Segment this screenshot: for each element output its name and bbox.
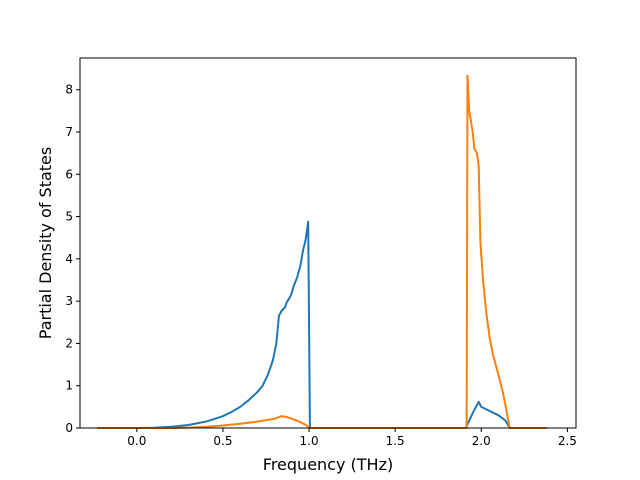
- x-tick-label: 0.0: [127, 434, 146, 448]
- x-tick-label: 0.5: [213, 434, 232, 448]
- y-tick-label: 1: [65, 379, 73, 393]
- y-tick-label: 6: [65, 167, 73, 181]
- x-axis-label: Frequency (THz): [263, 455, 393, 474]
- y-tick-label: 8: [65, 83, 73, 97]
- x-tick-label: 2.0: [472, 434, 491, 448]
- y-tick-label: 2: [65, 336, 73, 350]
- series-line-1: [97, 220, 547, 429]
- y-tick-label: 3: [65, 294, 73, 308]
- plot-frame: [79, 57, 577, 429]
- y-axis: 0 1 2 3 4 5 6 7 8: [65, 83, 80, 435]
- x-tick-label: 2.5: [558, 434, 577, 448]
- x-tick-label: 1.5: [386, 434, 405, 448]
- y-tick-label: 4: [65, 252, 73, 266]
- y-tick-label: 5: [65, 210, 73, 224]
- y-tick-label: 0: [65, 421, 73, 435]
- y-tick-label: 7: [65, 125, 73, 139]
- y-axis-label: Partial Density of States: [36, 147, 55, 339]
- x-tick-label: 1.0: [300, 434, 319, 448]
- x-axis: 0.0 0.5 1.0 1.5 2.0 2.5: [127, 428, 577, 448]
